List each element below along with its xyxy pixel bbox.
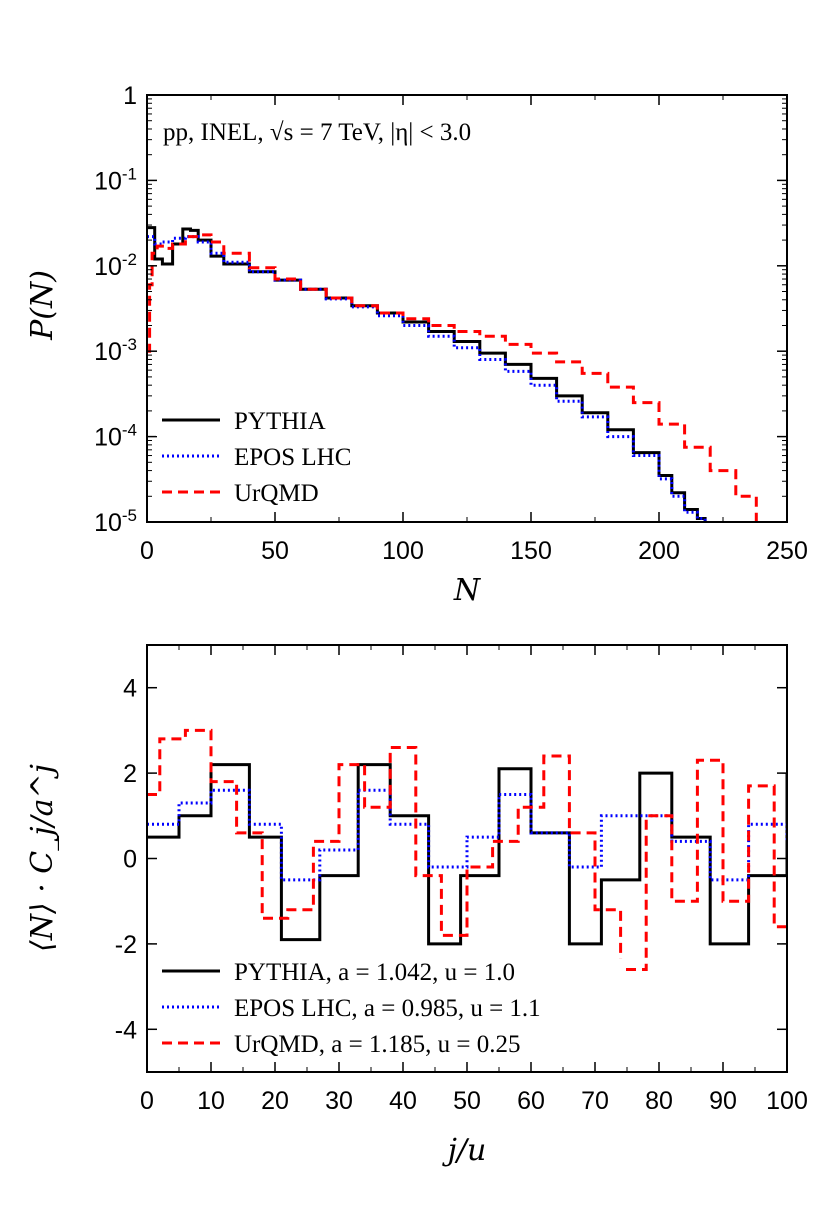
y-tick-label: 1 — [123, 82, 137, 110]
x-tick-label: 30 — [325, 1087, 353, 1115]
x-tick-label: 50 — [261, 537, 289, 565]
x-tick-label: 40 — [389, 1087, 417, 1115]
top-annotation: pp, INEL, √s = 7 TeV, |η| < 3.0 — [163, 119, 471, 146]
legend-bg — [156, 408, 356, 436]
top-y-axis-title: P(N) — [25, 270, 60, 341]
series-line-urqmd — [147, 728, 787, 971]
bottom-legend: PYTHIA, a = 1.042, u = 1.0 EPOS LHC, a = … — [156, 959, 626, 1059]
legend-bg — [156, 995, 626, 1023]
y-tick-label: 10-2 — [94, 250, 137, 281]
bottom-x-ticks: 0 10 20 30 40 50 60 70 80 90 100 — [140, 645, 808, 1115]
y-tick-label: 10-3 — [94, 335, 137, 366]
y-tick-label: 10-1 — [94, 164, 137, 195]
x-tick-label: 90 — [709, 1087, 737, 1115]
y-tick-label: 2 — [123, 760, 137, 788]
top-x-axis-title: N — [453, 573, 482, 608]
x-tick-label: 10 — [197, 1087, 225, 1115]
legend-label: PYTHIA, a = 1.042, u = 1.0 — [234, 959, 515, 986]
legend-label: UrQMD — [234, 480, 319, 507]
legend-bg — [156, 959, 626, 987]
x-tick-label: 50 — [453, 1087, 481, 1115]
legend-label: EPOS LHC — [234, 444, 351, 471]
bottom-y-axis-title: ⟨N⟩ · C_j/a^j — [25, 764, 60, 952]
x-tick-label: 100 — [766, 1087, 808, 1115]
y-tick-label: 4 — [123, 675, 137, 703]
top-panel: 0 50 100 150 200 250 1 10-1 10-2 10-3 10-4 10-5 pp… — [25, 82, 808, 608]
legend-bg — [156, 444, 356, 472]
x-tick-label: 100 — [382, 537, 424, 565]
legend-label: UrQMD, a = 1.185, u = 0.25 — [234, 1031, 521, 1058]
legend-label: EPOS LHC, a = 0.985, u = 1.1 — [234, 995, 541, 1022]
x-tick-label: 0 — [140, 1087, 154, 1115]
series-line-epos-lhc — [147, 235, 707, 522]
top-x-ticks: 0 50 100 150 200 250 — [140, 95, 808, 565]
y-tick-label: -4 — [115, 1016, 137, 1044]
y-tick-label: 10-5 — [94, 506, 137, 537]
top-y-ticks: 1 10-1 10-2 10-3 10-4 10-5 — [94, 82, 787, 537]
x-tick-label: 70 — [581, 1087, 609, 1115]
top-legend: PYTHIA EPOS LHC UrQMD — [156, 408, 356, 508]
legend-bg — [156, 480, 356, 508]
y-tick-label: 0 — [123, 846, 137, 874]
top-series-group — [147, 226, 758, 522]
x-tick-label: 200 — [638, 537, 680, 565]
bottom-panel: 0 10 20 30 40 50 60 70 80 90 100 420-2-4 j/u ⟨N⟩ ·… — [25, 644, 808, 1168]
legend-label: PYTHIA — [234, 408, 326, 435]
x-tick-label: 250 — [766, 537, 808, 565]
y-tick-label: 10-4 — [94, 421, 137, 452]
legend-bg — [156, 1031, 626, 1059]
x-tick-label: 60 — [517, 1087, 545, 1115]
bottom-x-axis-title: j/u — [442, 1133, 487, 1168]
series-line-epos-lhc — [147, 788, 787, 882]
x-tick-label: 80 — [645, 1087, 673, 1115]
series-line-urqmd — [147, 233, 758, 522]
bottom-y-ticks: 4 2 0 -2 -4 — [115, 675, 787, 1044]
bottom-series-group — [147, 728, 787, 971]
x-tick-label: 150 — [510, 537, 552, 565]
series-line-pythia — [147, 226, 707, 522]
series-line-pythia — [147, 763, 787, 946]
x-tick-label: 20 — [261, 1087, 289, 1115]
x-tick-label: 0 — [140, 537, 154, 565]
y-tick-label: -2 — [115, 931, 137, 959]
